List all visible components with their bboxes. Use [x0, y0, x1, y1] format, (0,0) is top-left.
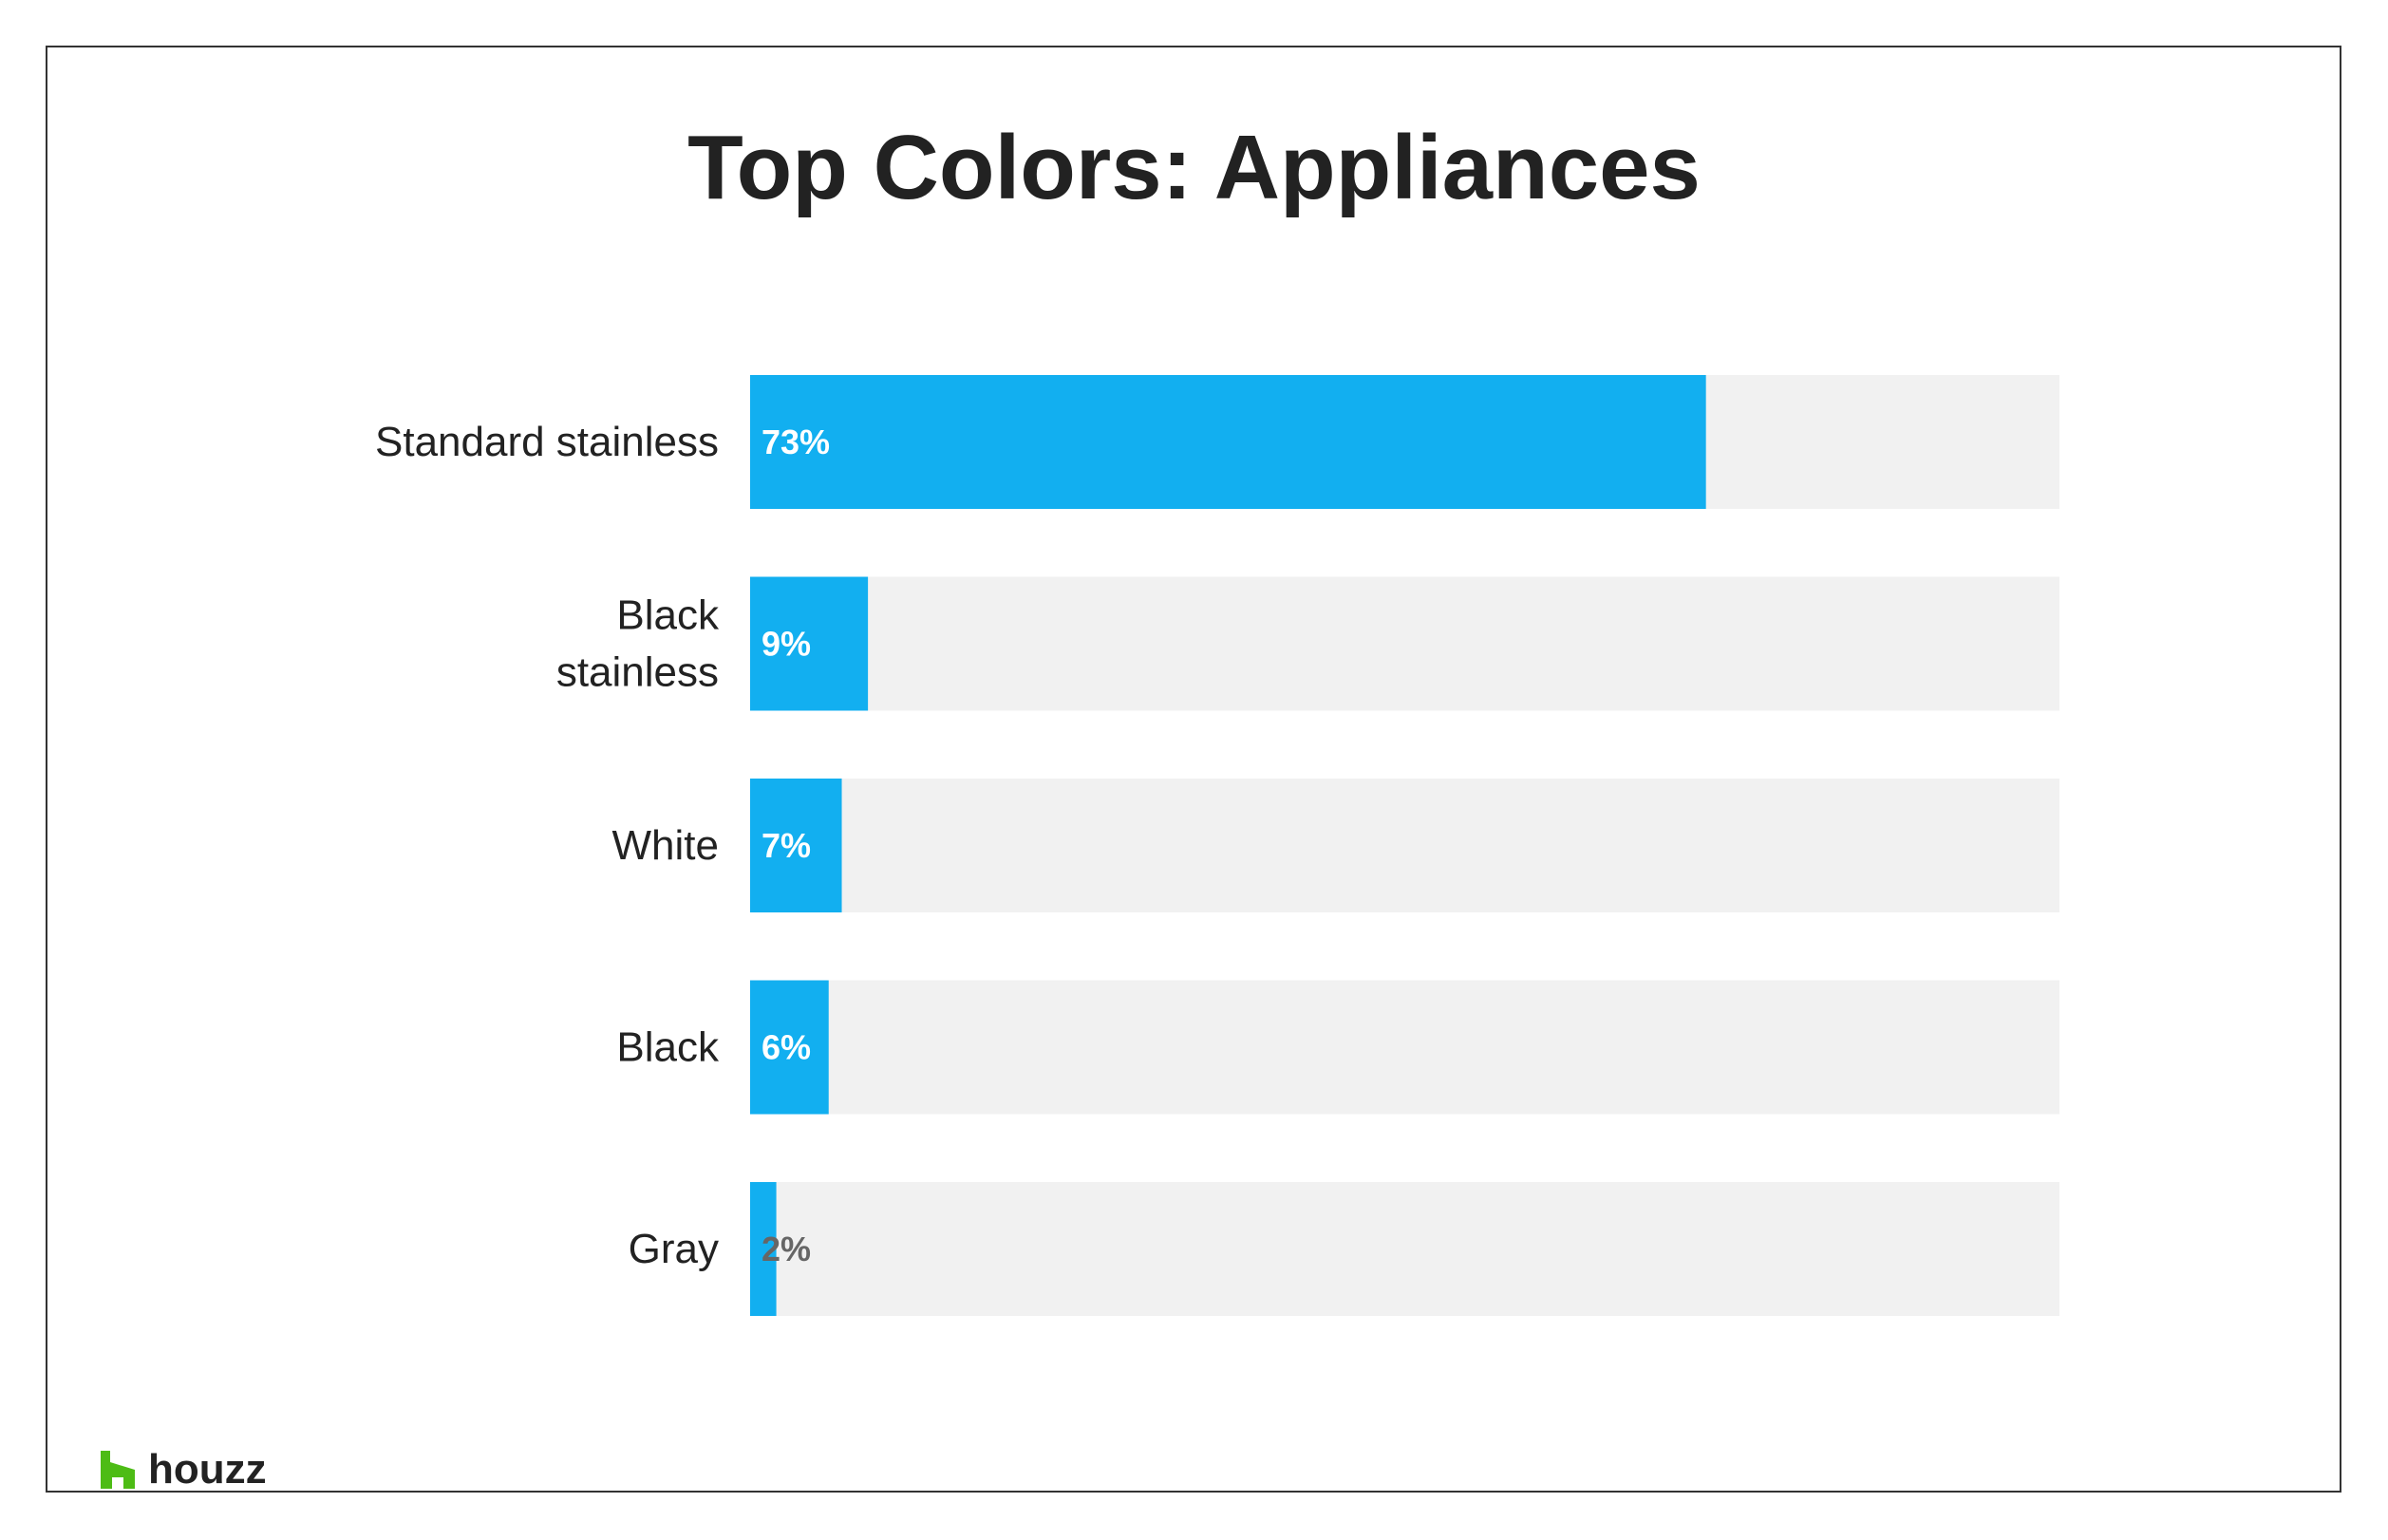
- value-label: 7%: [762, 826, 811, 865]
- value-label: 2%: [762, 1230, 811, 1268]
- value-label: 9%: [762, 625, 811, 664]
- houzz-logo-icon: [101, 1451, 135, 1489]
- category-label: White: [612, 822, 719, 869]
- category-label: Gray: [629, 1226, 719, 1272]
- category-label-line: stainless: [556, 649, 719, 696]
- chart-title: Top Colors: Appliances: [687, 117, 1701, 218]
- category-label: Standard stainless: [375, 419, 719, 465]
- bar: [750, 779, 842, 912]
- category-label-line: Black: [616, 592, 720, 639]
- bar-track: [750, 980, 2059, 1115]
- category-label: Black: [616, 1024, 720, 1071]
- category-label: Black stainless: [556, 592, 720, 696]
- brand-logo: houzz: [101, 1447, 267, 1493]
- category-label-line: Gray: [629, 1226, 719, 1272]
- category-label-line: Black: [616, 1024, 720, 1071]
- bar: [750, 576, 869, 711]
- bar: [750, 375, 1706, 509]
- value-label: 6%: [762, 1028, 811, 1067]
- brand-name: houzz: [148, 1446, 267, 1493]
- category-label-line: White: [612, 822, 719, 869]
- value-label: 73%: [762, 423, 830, 461]
- bar: [750, 1182, 777, 1316]
- category-label-line: Standard stainless: [375, 419, 719, 465]
- bar-track: [750, 779, 2059, 912]
- bar-track: [750, 1182, 2059, 1316]
- bar: [750, 980, 829, 1115]
- bar-track: [750, 576, 2059, 711]
